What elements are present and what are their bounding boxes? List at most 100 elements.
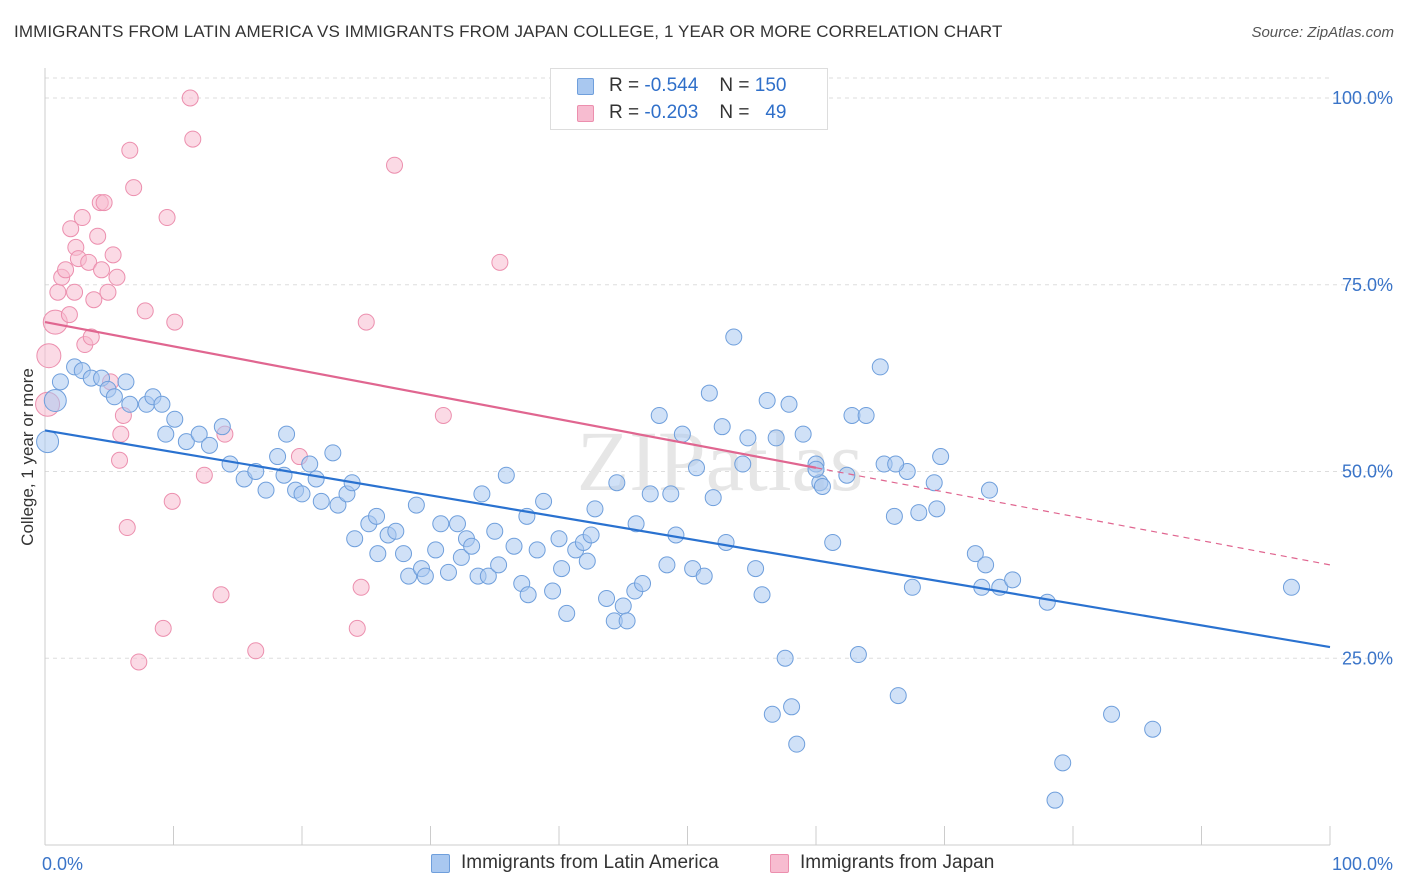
latin-america-point: [747, 560, 765, 578]
latin-america-point: [395, 545, 413, 563]
latin-america-point: [586, 500, 604, 518]
japan-point: [85, 291, 103, 309]
latin-america-point: [627, 515, 645, 533]
latin-america-point: [301, 455, 319, 473]
latin-america-point: [544, 582, 562, 600]
latin-america-point: [753, 586, 771, 604]
latin-america-point: [213, 418, 231, 436]
latin-america-point: [925, 474, 943, 492]
latin-america-point: [486, 522, 504, 540]
japan-point: [130, 653, 148, 671]
latin-america-point: [416, 567, 434, 585]
legend-r-value: -0.544: [644, 75, 699, 96]
japan-point: [66, 283, 84, 301]
latin-america-point: [439, 563, 457, 581]
latin-america-point: [713, 418, 731, 436]
latin-america-point: [121, 395, 139, 413]
japan-point: [195, 466, 213, 484]
legend-n-value: 150: [754, 75, 787, 96]
latin-america-point: [293, 485, 311, 503]
latin-america-point: [324, 444, 342, 462]
latin-america-point: [776, 649, 794, 667]
japan-point: [181, 89, 199, 107]
latin-america-point: [1046, 791, 1064, 809]
legend-r-value: -0.203: [644, 102, 699, 123]
latin-america-point: [1038, 593, 1056, 611]
latin-america-point: [598, 589, 616, 607]
latin-america-point: [977, 556, 995, 574]
latin-america-point: [479, 567, 497, 585]
latin-america-point: [582, 526, 600, 544]
latin-america-point: [780, 395, 798, 413]
latin-america-point: [966, 545, 984, 563]
latin-america-point: [535, 492, 553, 510]
latin-america-point: [43, 389, 67, 413]
legend-swatch-blue: [577, 78, 594, 95]
tick-labels: 25.0% 50.0% 75.0% 100.0% 0.0% 100.0%: [42, 88, 1393, 874]
japan-point: [82, 328, 100, 346]
latin-america-point: [400, 567, 418, 585]
japan-point: [104, 246, 122, 264]
latin-america-point: [1054, 754, 1072, 772]
latin-america-point: [221, 455, 239, 473]
y-tick-label: 75.0%: [1342, 275, 1393, 295]
latin-america-point: [578, 552, 596, 570]
latin-america-point: [843, 406, 861, 424]
latin-america-point: [497, 466, 515, 484]
axes: [44, 68, 1331, 846]
latin-america-point: [614, 597, 632, 615]
latin-america-point: [505, 537, 523, 555]
latin-america-point: [889, 687, 907, 705]
bottom-legend-swatch-pink: [770, 854, 789, 873]
latin-america-point: [1103, 705, 1121, 723]
y-tick-label: 25.0%: [1342, 648, 1393, 668]
latin-america-point: [700, 384, 718, 402]
latin-america-point: [650, 406, 668, 424]
legend-n-label: N =: [719, 75, 750, 96]
latin-america-point: [704, 489, 722, 507]
japan-point: [386, 156, 404, 174]
japan-point: [166, 313, 184, 331]
latin-america-point: [312, 492, 330, 510]
latin-america-point: [871, 358, 889, 376]
latin-america-point: [368, 507, 386, 525]
japan-point: [121, 141, 139, 159]
latin-america-point: [1282, 578, 1300, 596]
latin-america-point: [739, 429, 757, 447]
japan-point: [434, 406, 452, 424]
japan-point: [158, 209, 176, 227]
latin-america-point: [887, 455, 905, 473]
latin-america-point: [346, 530, 364, 548]
japan-point: [108, 268, 126, 286]
trend-line-latin-america: [44, 429, 1331, 649]
bottom-legend-label: Immigrants from Latin America: [461, 852, 719, 873]
latin-america-point: [634, 575, 652, 593]
japan-point: [99, 283, 117, 301]
latin-america-point: [717, 533, 735, 551]
latin-america-point: [190, 425, 208, 443]
japan-point: [80, 253, 98, 271]
latin-america-point: [788, 735, 806, 753]
japan-point: [49, 283, 67, 301]
latin-america-point: [153, 395, 171, 413]
latin-america-point: [177, 433, 195, 451]
latin-america-point: [932, 448, 950, 466]
legend-swatch-pink: [577, 105, 594, 122]
latin-america-point: [857, 406, 875, 424]
latin-america-point: [1004, 571, 1022, 589]
latin-america-point: [758, 392, 776, 410]
latin-america-point: [558, 604, 576, 622]
latin-america-point: [157, 425, 175, 443]
japan-point: [36, 343, 62, 369]
x-tick-label: 100.0%: [1332, 854, 1393, 874]
japan-point: [73, 209, 91, 227]
latin-america-point: [1144, 720, 1162, 738]
latin-america-point: [519, 586, 537, 604]
latin-america-point: [734, 455, 752, 473]
latin-america-point: [910, 504, 928, 522]
latin-america-point: [452, 548, 470, 566]
japan-point: [352, 578, 370, 596]
latin-america-point: [473, 485, 491, 503]
japan-point: [60, 306, 78, 324]
x-tick-label: 0.0%: [42, 854, 83, 874]
